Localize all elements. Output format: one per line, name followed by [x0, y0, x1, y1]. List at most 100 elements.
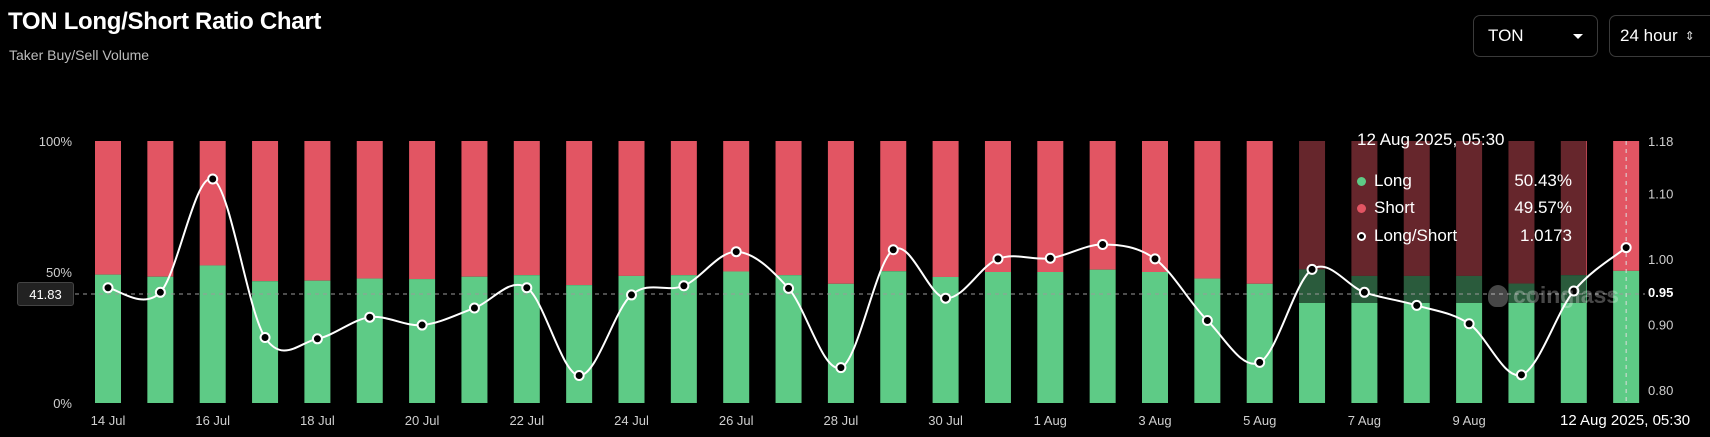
- ratio-point: [1306, 263, 1318, 275]
- tooltip-row-short: Short 49.57%: [1357, 197, 1572, 219]
- ratio-point: [730, 246, 742, 258]
- ratio-point: [154, 286, 166, 298]
- short-bar: [409, 141, 436, 280]
- short-bar: [1246, 141, 1273, 284]
- y-right-tick-label: 1.18: [1648, 134, 1673, 149]
- short-bar: [827, 141, 854, 284]
- ratio-dot-icon: [1357, 231, 1366, 241]
- y-right-tick-label: 0.80: [1648, 383, 1673, 398]
- x-tick-label: 30 Jul: [928, 413, 963, 428]
- up-down-chevron-icon: ⇕: [1684, 29, 1695, 43]
- ratio-point: [783, 282, 795, 294]
- ratio-point: [887, 244, 899, 256]
- ratio-point: [626, 289, 637, 301]
- short-bar: [566, 141, 593, 286]
- ratio-point: [468, 302, 480, 314]
- x-tick-label: 5 Aug: [1243, 413, 1276, 428]
- tooltip-row-ratio: Long/Short 1.0173: [1357, 225, 1572, 247]
- ratio-point: [102, 282, 114, 294]
- long-bar: [356, 278, 383, 403]
- long-bar: [880, 271, 907, 403]
- short-dot-icon: [1357, 203, 1366, 213]
- x-tick-label: 20 Jul: [405, 413, 440, 428]
- long-bar: [566, 285, 593, 403]
- period-select[interactable]: 24 hour ⇕: [1609, 15, 1710, 57]
- x-tick-label: 7 Aug: [1348, 413, 1381, 428]
- short-bar: [670, 141, 697, 276]
- short-bar: [461, 141, 488, 277]
- crosshair-left-label: 41.83: [17, 282, 74, 306]
- short-bar: [147, 141, 174, 277]
- short-bar: [252, 141, 279, 282]
- short-bar: [775, 141, 802, 276]
- short-bar: [1037, 141, 1064, 272]
- x-tick-label: 14 Jul: [91, 413, 126, 428]
- page-subtitle: Taker Buy/Sell Volume: [9, 47, 150, 63]
- x-tick-label: 3 Aug: [1138, 413, 1171, 428]
- ratio-point: [573, 369, 585, 381]
- long-bar: [775, 275, 802, 403]
- short-bar: [199, 141, 226, 266]
- ratio-point: [521, 282, 533, 294]
- ratio-point: [1463, 318, 1475, 330]
- long-bar: [1508, 283, 1535, 403]
- short-bar: [984, 141, 1011, 272]
- tooltip-label: Long: [1374, 171, 1412, 190]
- tooltip-label: Long/Short: [1374, 226, 1458, 245]
- short-bar: [356, 141, 383, 279]
- long-bar: [1194, 278, 1221, 403]
- tooltip-label: Short: [1374, 198, 1415, 217]
- ratio-point: [259, 332, 271, 343]
- y-left-tick-label: 50%: [46, 265, 72, 280]
- x-tick-label: 26 Jul: [719, 413, 754, 428]
- coinglass-logo-icon: [1488, 284, 1508, 307]
- short-bar: [618, 141, 645, 276]
- ratio-point: [940, 292, 952, 304]
- long-bar: [199, 265, 226, 403]
- x-tick-label: 16 Jul: [195, 413, 230, 428]
- x-tick-label: 22 Jul: [509, 413, 544, 428]
- ratio-point: [416, 319, 428, 331]
- x-tick-label: 24 Jul: [614, 413, 649, 428]
- long-bar: [670, 275, 697, 403]
- ratio-point: [1097, 238, 1109, 250]
- y-right-tick-label: 1.10: [1648, 186, 1673, 201]
- ratio-point: [1515, 369, 1527, 381]
- chevron-down-icon: [1573, 33, 1583, 39]
- ratio-point: [1620, 242, 1632, 254]
- ratio-point: [207, 173, 219, 185]
- short-bar: [1194, 141, 1221, 279]
- coin-select[interactable]: TON: [1473, 15, 1598, 57]
- tooltip-value: 50.43%: [1514, 171, 1572, 190]
- ratio-point: [1411, 299, 1423, 311]
- long-dot-icon: [1357, 176, 1366, 186]
- watermark-text: coinglass: [1513, 282, 1620, 308]
- long-bar: [1246, 283, 1273, 403]
- ratio-point: [1201, 314, 1213, 326]
- ratio-point: [1568, 285, 1580, 297]
- short-bar: [513, 141, 540, 276]
- coin-select-value: TON: [1488, 26, 1524, 45]
- watermark: coinglass: [1488, 282, 1619, 309]
- crosshair-right-label: 0.95: [1648, 285, 1674, 300]
- ratio-point: [1358, 286, 1370, 298]
- ratio-point: [364, 311, 376, 323]
- short-bar: [1142, 141, 1168, 272]
- ratio-point: [1254, 356, 1266, 368]
- long-bar: [409, 279, 436, 403]
- short-bar: [95, 141, 121, 275]
- long-bar: [461, 276, 488, 403]
- ratio-point: [678, 280, 690, 292]
- x-tick-label: 28 Jul: [824, 413, 859, 428]
- ratio-point: [311, 333, 323, 345]
- tooltip-time: 12 Aug 2025, 05:30: [1357, 130, 1505, 149]
- long-bar: [827, 283, 854, 403]
- y-right-tick-label: 1.00: [1648, 252, 1673, 267]
- long-bar: [95, 274, 121, 403]
- tooltip-box: [1290, 128, 1586, 303]
- x-tick-label: 18 Jul: [300, 413, 335, 428]
- y-right-tick-label: 0.90: [1648, 317, 1673, 332]
- short-bar: [932, 141, 959, 277]
- period-select-value: 24 hour: [1620, 26, 1678, 45]
